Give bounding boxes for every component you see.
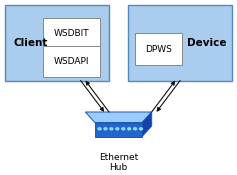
FancyBboxPatch shape [135,33,182,65]
Circle shape [104,128,107,130]
Circle shape [116,128,119,130]
Circle shape [134,128,137,130]
FancyBboxPatch shape [128,5,232,81]
Text: WSDAPI: WSDAPI [53,57,89,66]
FancyBboxPatch shape [43,18,100,49]
Text: DPWS: DPWS [145,44,172,54]
Text: Ethernet
Hub: Ethernet Hub [99,153,138,172]
Circle shape [122,128,125,130]
Polygon shape [142,112,152,136]
FancyBboxPatch shape [43,46,100,77]
Text: WSDBIT: WSDBIT [53,29,89,38]
Circle shape [140,128,142,130]
Circle shape [128,128,131,130]
Text: Client: Client [13,38,47,48]
Polygon shape [95,122,142,136]
FancyBboxPatch shape [5,5,109,81]
Circle shape [98,128,101,130]
Text: Device: Device [187,38,226,48]
Circle shape [110,128,113,130]
Polygon shape [85,112,152,122]
